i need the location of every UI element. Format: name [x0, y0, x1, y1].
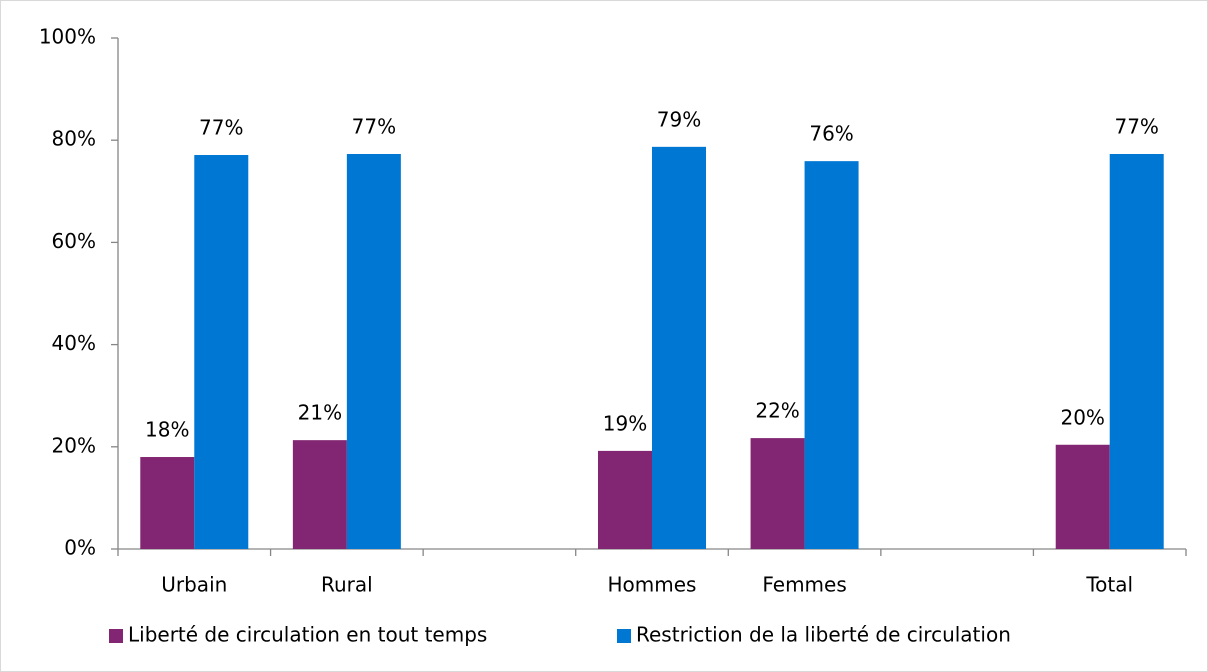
bar: [1055, 444, 1110, 549]
bar: [292, 440, 347, 549]
value-label: 19%: [603, 411, 647, 435]
bar: [1109, 153, 1164, 549]
legend-label: Restriction de la liberté de circulation: [636, 623, 1011, 647]
x-tick-label: Femmes: [762, 573, 846, 597]
legend-swatch: [617, 629, 631, 643]
value-label: 77%: [1114, 114, 1158, 138]
bar: [140, 457, 195, 549]
y-tick-label: 100%: [39, 25, 96, 49]
value-label: 21%: [298, 401, 342, 425]
bar: [750, 438, 805, 549]
value-label: 79%: [657, 107, 701, 131]
value-label: 77%: [352, 114, 396, 138]
value-label: 77%: [199, 116, 243, 140]
y-tick-label: 80%: [52, 127, 96, 151]
value-label: 20%: [1060, 405, 1104, 429]
bar: [598, 450, 652, 549]
x-tick-label: Hommes: [608, 573, 697, 597]
x-tick-label: Urbain: [161, 573, 227, 597]
legend-label: Liberté de circulation en tout temps: [128, 623, 487, 647]
value-label: 22%: [755, 399, 799, 423]
y-tick-label: 20%: [52, 433, 96, 457]
bar: [346, 153, 401, 549]
bar: [652, 146, 706, 549]
bar: [804, 161, 859, 549]
value-label: 76%: [809, 122, 853, 146]
legend-swatch: [109, 629, 123, 643]
bar: [194, 155, 249, 550]
value-label: 18%: [145, 418, 189, 442]
x-tick-label: Rural: [321, 573, 373, 597]
x-tick-label: Total: [1085, 573, 1133, 597]
y-tick-label: 60%: [52, 229, 96, 253]
y-tick-label: 40%: [52, 331, 96, 355]
y-tick-label: 0%: [64, 536, 96, 560]
